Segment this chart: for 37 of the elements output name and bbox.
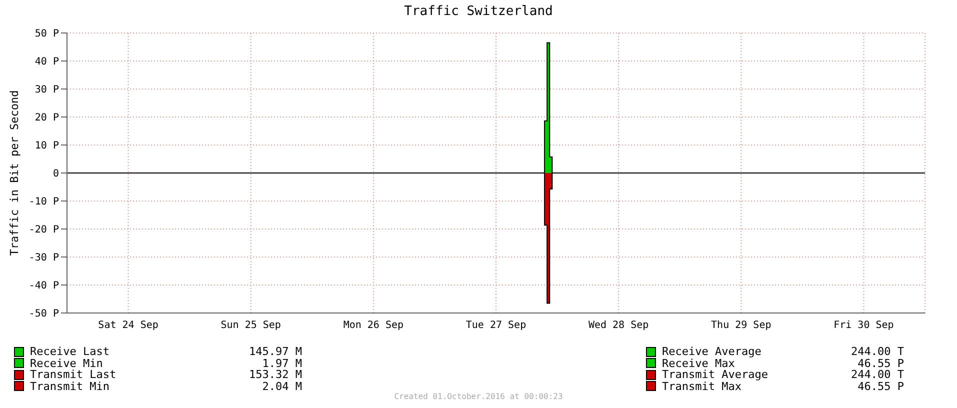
x-tick-label: Thu 29 Sep — [711, 320, 772, 332]
text: Transmit Average — [662, 368, 769, 381]
x-tick-label: Wed 28 Sep — [588, 320, 649, 332]
text: 244.00 T — [850, 368, 904, 381]
y-tick-label: -20 P — [28, 224, 59, 236]
text: 46.55 P — [856, 356, 904, 370]
y-tick-label: 40 P — [34, 56, 59, 68]
text: Transmit Last — [30, 368, 118, 381]
y-tick-label: 30 P — [34, 84, 59, 96]
y-tick-label: -30 P — [28, 252, 59, 264]
text: Receive Max — [662, 356, 735, 370]
text: Receive Average — [662, 345, 762, 358]
text: Transmit Max — [662, 380, 742, 392]
x-tick-label: Tue 27 Sep — [466, 320, 526, 332]
x-tick-label: Sat 24 Sep — [98, 320, 158, 332]
text: Receive Min — [30, 356, 104, 370]
y-tick-label: -40 P — [28, 280, 59, 292]
text: 244.00 T — [850, 345, 904, 358]
text: 153.32 M — [248, 368, 302, 381]
y-tick-label: 10 P — [34, 140, 59, 152]
x-tick-label: Mon 26 Sep — [343, 320, 404, 332]
text: 1.97 M — [261, 356, 302, 370]
y-tick-label: -10 P — [28, 196, 59, 208]
text: 145.97 M — [248, 345, 302, 358]
y-tick-label: 50 P — [34, 28, 59, 40]
chart-title: Traffic Switzerland — [403, 4, 554, 19]
y-tick-label: -50 P — [28, 308, 59, 320]
text: Receive Last — [30, 345, 110, 358]
x-tick-label: Sun 25 Sep — [220, 320, 281, 332]
text: Created 01.October.2016 at 00:00:23 — [393, 392, 564, 401]
y-axis-title: Traffic in Bit per Second — [8, 90, 21, 256]
text: 46.55 P — [856, 380, 904, 392]
text: Transmit Min — [30, 380, 110, 392]
text: 2.04 M — [261, 380, 302, 392]
x-tick-label: Fri 30 Sep — [834, 320, 894, 332]
y-tick-label: 20 P — [34, 112, 59, 124]
y-tick-label: 0 — [52, 168, 59, 180]
